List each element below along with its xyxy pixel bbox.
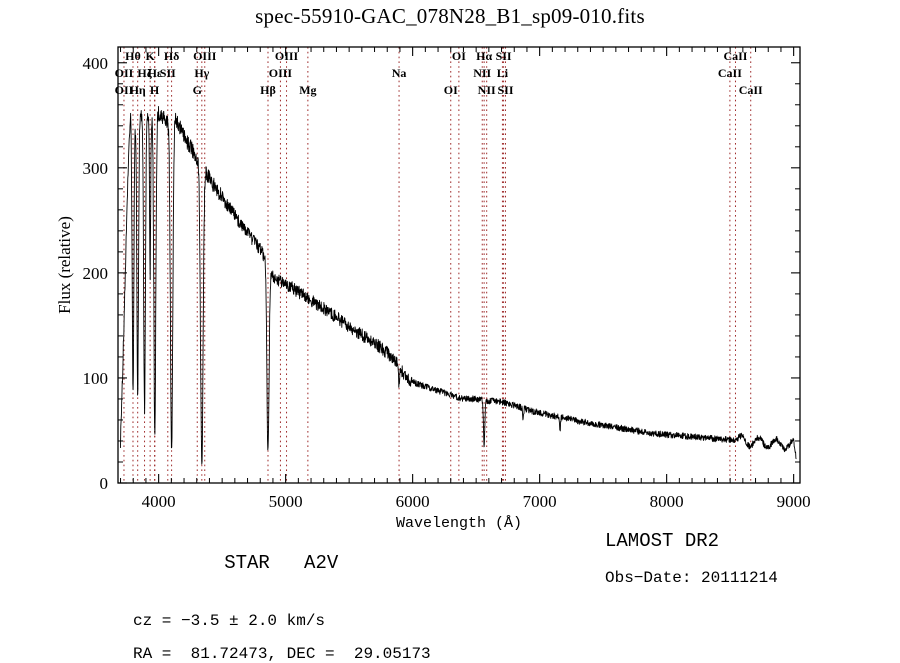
svg-text:CaII: CaII (718, 66, 742, 80)
svg-text:Li: Li (497, 66, 509, 80)
svg-text:400: 400 (83, 54, 109, 73)
svg-text:OIII: OIII (193, 49, 217, 63)
metadata-left-column: STAR A2V cz = −3.5 ± 2.0 km/s RA = 81.72… (133, 530, 563, 663)
svg-text:100: 100 (83, 369, 109, 388)
svg-text:Hδ: Hδ (164, 49, 180, 63)
spectral-line-labels: OIIOIIHθHηHζKHHεSIIHδHγGOIIIHβOIIIOIIIMg… (115, 49, 763, 97)
page-title: spec-55910-GAC_078N28_B1_sp09-010.fits (255, 4, 645, 28)
svg-text:G: G (193, 83, 202, 97)
svg-text:Hθ: Hθ (125, 49, 141, 63)
svg-text:8000: 8000 (650, 492, 684, 511)
svg-text:Na: Na (392, 66, 407, 80)
svg-text:NII: NII (478, 83, 496, 97)
svg-text:5000: 5000 (269, 492, 303, 511)
flux-curve (120, 105, 797, 465)
svg-text:OIII: OIII (269, 66, 293, 80)
svg-text:6000: 6000 (396, 492, 430, 511)
svg-text:Wavelength (Å): Wavelength (Å) (396, 515, 522, 530)
svg-text:Hβ: Hβ (260, 83, 276, 97)
survey-name: LAMOST DR2 (605, 530, 720, 552)
svg-text:K: K (145, 49, 155, 63)
svg-text:Flux (relative): Flux (relative) (55, 216, 74, 314)
svg-text:Mg: Mg (299, 83, 316, 97)
svg-text:200: 200 (83, 264, 109, 283)
svg-text:OI: OI (444, 83, 458, 97)
observation-date: Obs−Date: 20111214 (605, 569, 778, 587)
axis-frame (117, 46, 801, 484)
svg-text:SII: SII (497, 83, 513, 97)
svg-text:0: 0 (100, 474, 109, 493)
svg-text:Hα: Hα (476, 49, 492, 63)
object-type-row: STAR A2V (133, 530, 563, 596)
svg-text:Hζ: Hζ (137, 66, 152, 80)
svg-text:CaII: CaII (723, 49, 747, 63)
axis-tick-labels: 4000 5000 6000 7000 8000 9000 0 100 200 300 400 Wav… (55, 54, 811, 530)
svg-text:H: H (150, 83, 160, 97)
svg-text:NII: NII (473, 66, 491, 80)
svg-text:CaII: CaII (739, 83, 763, 97)
svg-text:4000: 4000 (142, 492, 176, 511)
svg-text:Hγ: Hγ (194, 66, 209, 80)
svg-text:300: 300 (83, 159, 109, 178)
metadata-footer: STAR A2V cz = −3.5 ± 2.0 km/s RA = 81.72… (0, 530, 900, 663)
spectral-class: A2V (304, 552, 339, 574)
coordinates: RA = 81.72473, DEC = 29.05173 (133, 645, 431, 663)
spectral-line-markers (123, 47, 752, 483)
svg-text:SII: SII (160, 66, 176, 80)
svg-text:OII: OII (115, 66, 134, 80)
svg-text:OI: OI (452, 49, 466, 63)
radial-velocity: cz = −3.5 ± 2.0 km/s (133, 612, 326, 630)
svg-text:OIII: OIII (275, 49, 299, 63)
object-type: STAR (224, 552, 270, 574)
spectrum-chart: OIIOIIHθHηHζKHHεSIIHδHγGOIIIHβOIIIOIIIMg… (55, 46, 811, 530)
svg-text:9000: 9000 (777, 492, 811, 511)
svg-text:7000: 7000 (523, 492, 557, 511)
svg-text:Hη: Hη (130, 83, 146, 97)
svg-text:Hε: Hε (148, 66, 162, 80)
svg-text:SII: SII (496, 49, 512, 63)
metadata-right-column: LAMOST DR2 Obs−Date: 20111214 (605, 530, 885, 587)
svg-text:OII: OII (115, 83, 134, 97)
